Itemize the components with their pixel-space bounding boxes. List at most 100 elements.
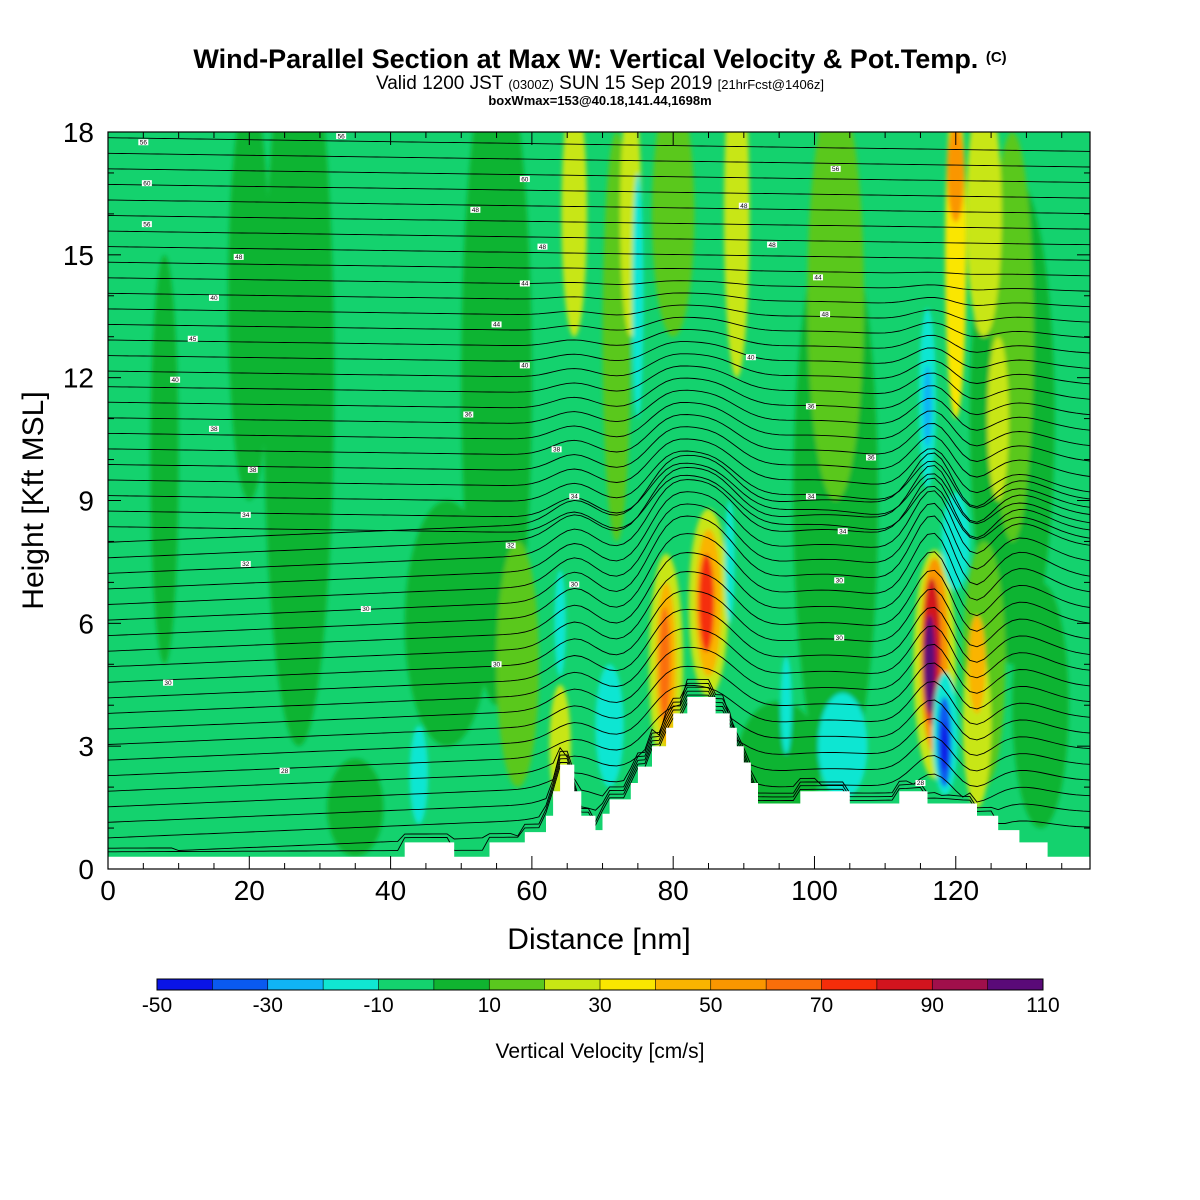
w-contour-region: [991, 132, 1034, 542]
theta-label: 30: [571, 582, 579, 589]
x-tick-label: 120: [932, 875, 979, 906]
theta-isentrope: [108, 643, 1090, 730]
w-contour-region: [941, 492, 970, 591]
w-contour-region: [807, 132, 864, 501]
colorbar-tick-label: -50: [142, 994, 172, 1017]
w-contour-region: [724, 500, 735, 624]
theta-label: 38: [210, 426, 218, 433]
w-contour-region: [632, 172, 644, 419]
theta-contours: [108, 137, 1090, 853]
colorbar-swatch: [212, 979, 269, 990]
theta-isentrope: [108, 261, 1090, 277]
theta-label-bg: [767, 241, 778, 248]
w-contour-region: [962, 643, 992, 808]
w-contour-region: [987, 336, 1009, 501]
w-contour-region: [818, 692, 868, 800]
theta-label-bg: [233, 253, 244, 260]
w-contour-region: [922, 578, 941, 726]
theta-isentrope: [108, 365, 1090, 400]
valid-time-line: Valid 1200 JST (0300Z) SUN 15 Sep 2019 […: [0, 73, 1200, 95]
theta-label-bg: [336, 133, 347, 140]
colorbar-tick-label: 90: [921, 994, 944, 1017]
theta-isentrope: [108, 694, 1090, 839]
theta-isentrope: [108, 690, 1090, 823]
w-contour-region: [602, 132, 631, 542]
theta-label-bg: [240, 560, 251, 567]
theta-label: 32: [507, 543, 515, 550]
theta-isentrope: [108, 316, 1090, 338]
valid-date: SUN 15 Sep 2019: [559, 73, 713, 94]
y-tick-label: 9: [78, 486, 94, 517]
forecast-info: [21hrFcst@1406z]: [717, 77, 825, 92]
theta-label-bg: [865, 454, 876, 461]
chart-title-main: Wind-Parallel Section at Max W: Vertical…: [193, 44, 979, 74]
w-contour-region: [969, 172, 1055, 665]
colorbar-tick-label: 10: [478, 994, 501, 1017]
w-contour-region: [923, 365, 932, 448]
colorbar-swatch: [821, 979, 878, 990]
theta-isentrope: [108, 438, 1090, 494]
theta-label-bg: [834, 577, 845, 584]
theta-label: 38: [249, 467, 257, 474]
chart-title-suffix: (C): [985, 49, 1007, 66]
x-tick-label: 80: [658, 875, 689, 906]
colorbar-swatch: [876, 979, 933, 990]
colorbar-swatch: [433, 979, 490, 990]
theta-label: 34: [807, 494, 815, 501]
w-contour-region: [620, 132, 642, 337]
w-contour-region: [150, 254, 179, 665]
theta-label-bg: [360, 606, 371, 613]
theta-label-bg: [537, 243, 548, 250]
theta-label: 30: [164, 680, 172, 687]
colorbar-tick-label: 50: [699, 994, 722, 1017]
theta-isentrope: [108, 304, 1090, 323]
colorbar: -50 -30 -10 10 30 50 70 90 110: [142, 978, 1060, 1017]
w-contour-region: [736, 701, 822, 824]
w-contour-region: [409, 725, 429, 824]
theta-label-bg: [805, 403, 816, 410]
theta-label: 34: [242, 512, 250, 519]
colorbar-swatch: [489, 979, 546, 990]
colorbar-swatch: [378, 979, 435, 990]
w-contour-region: [228, 132, 271, 501]
theta-label-bg: [805, 493, 816, 500]
theta-label-group: 56 56 60 60 56 56 48 48 48 48 48 40 44 44 48 45 44 40 40 40…: [138, 133, 926, 787]
w-contour-region: [595, 664, 624, 788]
x-tick-label: 60: [516, 875, 547, 906]
theta-label-bg: [491, 661, 502, 668]
w-contour-region: [962, 541, 1006, 788]
theta-label: 34: [571, 494, 579, 501]
theta-isentrope: [108, 606, 1090, 699]
colorbar-swatch: [267, 979, 324, 990]
theta-label: 34: [839, 528, 847, 535]
theta-isentrope: [108, 292, 1090, 308]
theta-label: 36: [807, 404, 815, 411]
theta-label: 40: [747, 354, 755, 361]
theta-isentrope: [108, 401, 1090, 447]
theta-isentrope: [108, 183, 1090, 199]
theta-label: 44: [521, 281, 529, 288]
theta-label-bg: [738, 202, 749, 209]
theta-isentrope: [108, 502, 1090, 605]
y-tick-label: 3: [78, 731, 94, 762]
theta-isentrope: [108, 662, 1090, 745]
theta-label-bg: [519, 362, 530, 369]
theta-label: 30: [362, 606, 370, 613]
w-contour-region: [932, 672, 958, 796]
theta-label-bg: [519, 280, 530, 287]
theta-isentrope: [108, 199, 1090, 215]
x-tick-label: 20: [234, 875, 265, 906]
theta-label-bg: [240, 511, 251, 518]
colorbar-swatch: [544, 979, 601, 990]
theta-isentrope: [108, 426, 1090, 478]
theta-isentrope: [108, 450, 1090, 509]
w-contour-region: [698, 553, 715, 652]
chart-title: Wind-Parallel Section at Max W: Vertical…: [0, 44, 1200, 75]
theta-isentrope: [108, 462, 1090, 525]
theta-label-bg: [463, 411, 474, 418]
w-contour-region: [688, 508, 729, 698]
theta-label: 56: [143, 221, 151, 228]
theta-isentrope: [108, 682, 1090, 792]
theta-isentrope: [108, 328, 1090, 354]
